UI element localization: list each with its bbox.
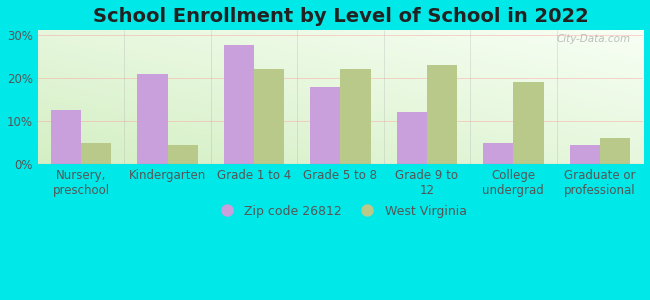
Bar xyxy=(254,69,284,164)
Bar xyxy=(341,69,370,164)
Bar xyxy=(137,74,168,164)
Bar xyxy=(483,143,514,164)
Bar xyxy=(310,86,341,164)
Legend: Zip code 26812, West Virginia: Zip code 26812, West Virginia xyxy=(209,200,471,223)
Bar xyxy=(514,82,543,164)
Bar xyxy=(224,45,254,164)
Bar xyxy=(51,110,81,164)
Bar xyxy=(427,65,457,164)
Bar xyxy=(600,139,630,164)
Bar xyxy=(569,145,600,164)
Text: City-Data.com: City-Data.com xyxy=(557,34,631,44)
Bar xyxy=(81,143,111,164)
Bar xyxy=(396,112,427,164)
Bar xyxy=(168,145,198,164)
Title: School Enrollment by Level of School in 2022: School Enrollment by Level of School in … xyxy=(92,7,588,26)
